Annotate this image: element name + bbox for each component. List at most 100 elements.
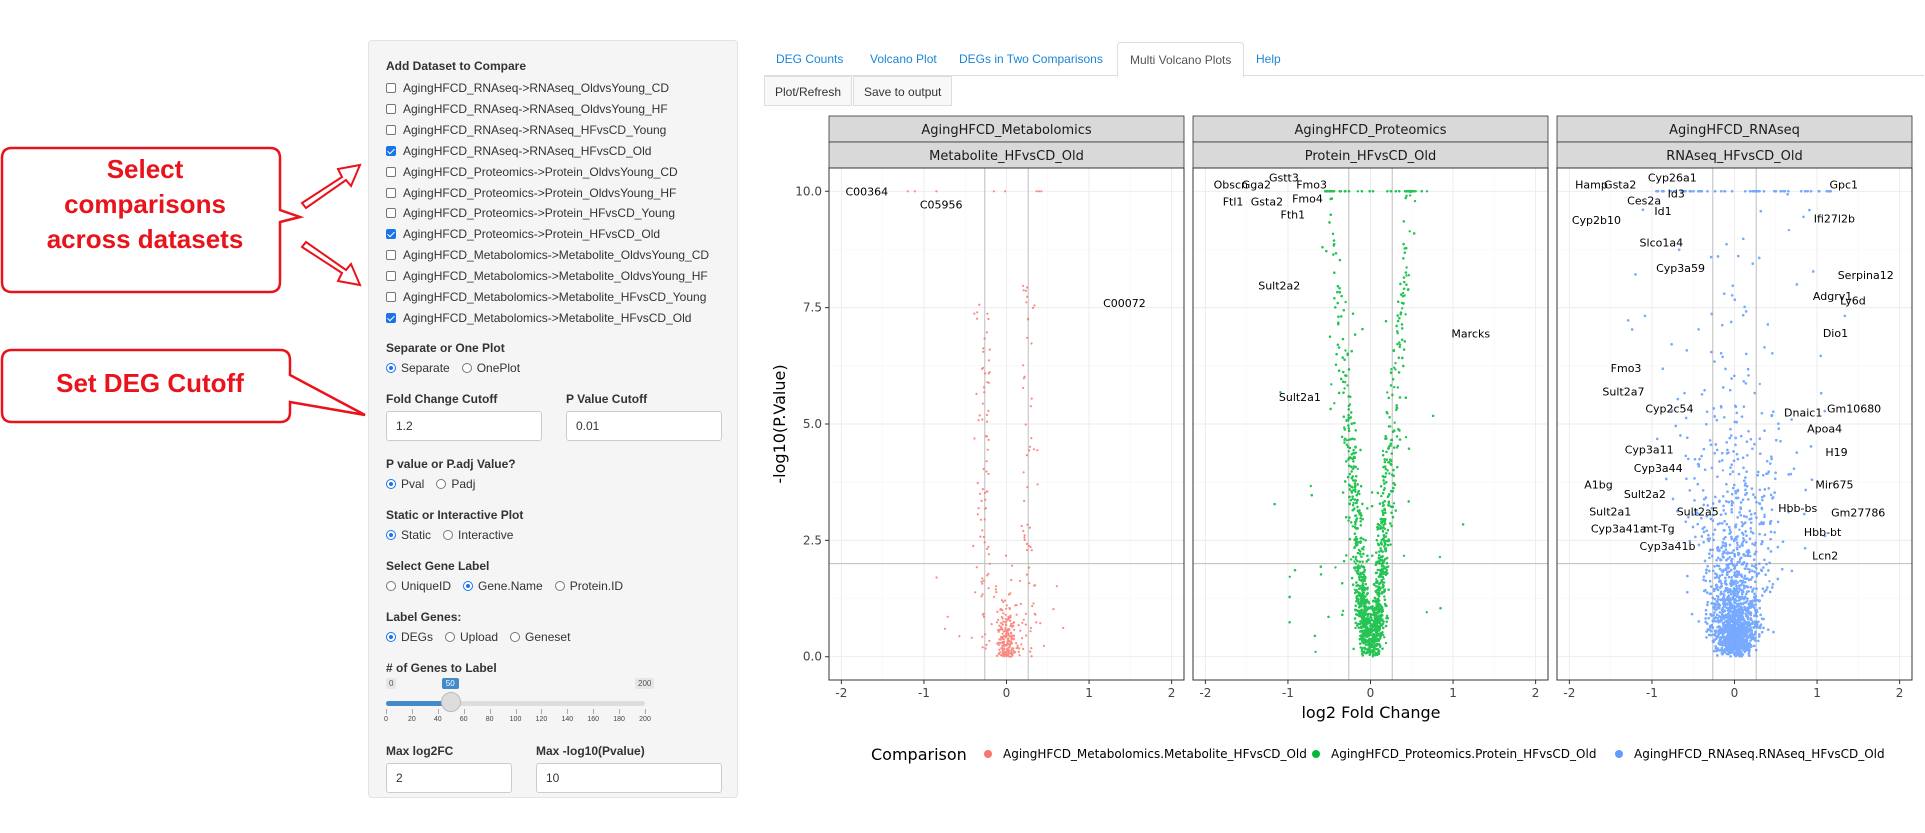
dataset-checkbox[interactable] xyxy=(386,229,396,239)
dataset-checkbox-row[interactable]: AgingHFCD_Metabolomics->Metabolite_Oldvs… xyxy=(386,247,709,263)
legend-key xyxy=(1615,750,1623,758)
dataset-checkbox-row[interactable]: AgingHFCD_RNAseq->RNAseq_OldvsYoung_HF xyxy=(386,101,668,117)
dataset-checkbox-row[interactable]: AgingHFCD_Proteomics->Protein_HFvsCD_Old xyxy=(386,226,660,242)
radio-button[interactable] xyxy=(443,530,453,540)
radio-button[interactable] xyxy=(436,479,446,489)
gene-label: Sult2a2 xyxy=(1258,279,1300,292)
x-tick-label: 1 xyxy=(1085,686,1093,700)
gene-label: Fmo3 xyxy=(1296,178,1327,191)
data-points xyxy=(1273,190,1464,658)
radio-option-genelabel[interactable]: Protein.ID xyxy=(555,579,623,593)
maxfc-input[interactable]: 2 xyxy=(386,763,512,793)
radio-button[interactable] xyxy=(462,363,472,373)
radio-button[interactable] xyxy=(386,479,396,489)
slider-tick-label: 140 xyxy=(561,716,573,723)
radio-button[interactable] xyxy=(445,632,455,642)
dataset-checkbox[interactable] xyxy=(386,292,396,302)
gene-label: Fmo4 xyxy=(1292,192,1323,205)
dataset-checkbox[interactable] xyxy=(386,188,396,198)
radio-option-ptype[interactable]: Pval xyxy=(386,477,424,491)
dataset-checkbox[interactable] xyxy=(386,313,396,323)
maxp-input[interactable]: 10 xyxy=(536,763,722,793)
tab-help[interactable]: Help xyxy=(1244,42,1293,76)
gene-label: Lcn2 xyxy=(1812,549,1838,562)
gene-label: H19 xyxy=(1825,446,1847,459)
slider-tick-label: 180 xyxy=(613,716,625,723)
radio-button[interactable] xyxy=(463,581,473,591)
genelabel-title: Select Gene Label xyxy=(386,559,489,573)
dataset-checkbox[interactable] xyxy=(386,125,396,135)
tab-volcano-plot[interactable]: Volcano Plot xyxy=(858,42,949,76)
radio-button[interactable] xyxy=(555,581,565,591)
x-tick-label: -1 xyxy=(918,686,930,700)
legend-label: AgingHFCD_Proteomics.Protein_HFvsCD_Old xyxy=(1331,747,1596,761)
dataset-checkbox-label: AgingHFCD_RNAseq->RNAseq_HFvsCD_Young xyxy=(403,122,666,138)
radio-button[interactable] xyxy=(386,363,396,373)
data-points xyxy=(1627,190,1846,658)
tab-deg-counts[interactable]: DEG Counts xyxy=(764,42,855,76)
dataset-checkbox-label: AgingHFCD_Metabolomics->Metabolite_Oldvs… xyxy=(403,268,708,284)
x-tick-label: 0 xyxy=(1367,686,1375,700)
radio-option-separate[interactable]: Separate xyxy=(386,361,450,375)
gene-label: Id1 xyxy=(1654,205,1671,218)
radio-option-static[interactable]: Static xyxy=(386,528,431,542)
dataset-checkbox[interactable] xyxy=(386,83,396,93)
gene-label: Ces2a xyxy=(1627,195,1661,208)
radio-button[interactable] xyxy=(510,632,520,642)
gene-label: Dnaic1 xyxy=(1784,406,1822,419)
dataset-checkbox[interactable] xyxy=(386,250,396,260)
radio-option-labelgenes[interactable]: Upload xyxy=(445,630,498,644)
save-output-button[interactable]: Save to output xyxy=(853,76,952,106)
gene-label: Gpc1 xyxy=(1829,178,1858,191)
panel-background xyxy=(1193,168,1548,680)
tab-degs-in-two-comparisons[interactable]: DEGs in Two Comparisons xyxy=(947,42,1115,76)
fc-cutoff-input[interactable]: 1.2 xyxy=(386,411,542,441)
radio-option-labelgenes[interactable]: DEGs xyxy=(386,630,433,644)
gene-label: Id3 xyxy=(1668,188,1685,201)
dataset-title: Add Dataset to Compare xyxy=(386,59,526,73)
slider-tick-label: 0 xyxy=(384,716,388,723)
dataset-checkbox[interactable] xyxy=(386,104,396,114)
pval-cutoff-input[interactable]: 0.01 xyxy=(566,411,722,441)
dataset-checkbox-row[interactable]: AgingHFCD_RNAseq->RNAseq_OldvsYoung_CD xyxy=(386,80,669,96)
gene-label: Apoa4 xyxy=(1807,423,1842,436)
dataset-checkbox-row[interactable]: AgingHFCD_Proteomics->Protein_OldvsYoung… xyxy=(386,185,676,201)
dataset-checkbox[interactable] xyxy=(386,271,396,281)
dataset-checkbox-label: AgingHFCD_Metabolomics->Metabolite_HFvsC… xyxy=(403,310,691,326)
dataset-checkbox-row[interactable]: AgingHFCD_RNAseq->RNAseq_HFvsCD_Old xyxy=(386,143,651,159)
dataset-checkbox-row[interactable]: AgingHFCD_Metabolomics->Metabolite_HFvsC… xyxy=(386,310,691,326)
radio-option-genelabel[interactable]: Gene.Name xyxy=(463,579,543,593)
dataset-checkbox-row[interactable]: AgingHFCD_RNAseq->RNAseq_HFvsCD_Young xyxy=(386,122,666,138)
radio-label: Separate xyxy=(401,361,450,375)
dataset-checkbox-label: AgingHFCD_Proteomics->Protein_OldvsYoung… xyxy=(403,185,676,201)
radio-option-genelabel[interactable]: UniqueID xyxy=(386,579,451,593)
dataset-checkbox-label: AgingHFCD_Proteomics->Protein_HFvsCD_Old xyxy=(403,226,660,242)
dataset-checkbox-label: AgingHFCD_Metabolomics->Metabolite_HFvsC… xyxy=(403,289,706,305)
fc-cutoff-label: Fold Change Cutoff xyxy=(386,392,497,406)
radio-button[interactable] xyxy=(386,632,396,642)
gene-label: Adgrv1 xyxy=(1813,290,1852,303)
arrow-icon xyxy=(290,155,370,305)
sidebar-panel: Add Dataset to Compare AgingHFCD_RNAseq-… xyxy=(368,40,738,798)
dataset-checkbox[interactable] xyxy=(386,208,396,218)
dataset-checkbox[interactable] xyxy=(386,146,396,156)
slider-tick-label: 120 xyxy=(536,716,548,723)
tab-multi-volcano-plots[interactable]: Multi Volcano Plots xyxy=(1117,42,1244,78)
radio-option-separate[interactable]: OnePlot xyxy=(462,361,520,375)
radio-option-static[interactable]: Interactive xyxy=(443,528,513,542)
dataset-checkbox-row[interactable]: AgingHFCD_Metabolomics->Metabolite_Oldvs… xyxy=(386,268,708,284)
radio-option-ptype[interactable]: Padj xyxy=(436,477,475,491)
dataset-checkbox-row[interactable]: AgingHFCD_Metabolomics->Metabolite_HFvsC… xyxy=(386,289,706,305)
gene-label: Obscn xyxy=(1214,178,1248,191)
radio-button[interactable] xyxy=(386,581,396,591)
dataset-checkbox-row[interactable]: AgingHFCD_Proteomics->Protein_HFvsCD_You… xyxy=(386,205,675,221)
separate-title: Separate or One Plot xyxy=(386,341,505,355)
genes-slider[interactable] xyxy=(386,701,645,706)
dataset-checkbox[interactable] xyxy=(386,167,396,177)
plot-refresh-button[interactable]: Plot/Refresh xyxy=(764,76,852,106)
radio-option-labelgenes[interactable]: Geneset xyxy=(510,630,570,644)
dataset-checkbox-row[interactable]: AgingHFCD_Proteomics->Protein_OldvsYoung… xyxy=(386,164,678,180)
slider-handle[interactable] xyxy=(441,692,461,712)
radio-button[interactable] xyxy=(386,530,396,540)
y-tick-label: 5.0 xyxy=(803,417,822,431)
